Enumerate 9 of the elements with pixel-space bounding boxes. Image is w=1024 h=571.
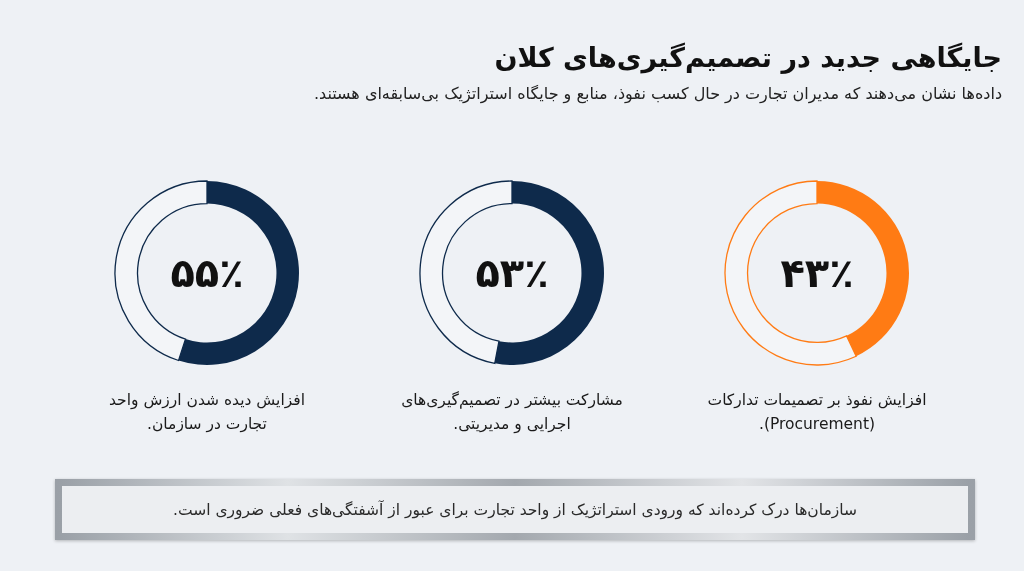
- data-label: ۵۳٪: [475, 250, 549, 296]
- data-label: ۴۳٪: [780, 250, 854, 296]
- text: افزایش نفوذ بر تصمیمات تدارکات (Procurement).: [706, 390, 928, 435]
- text: جایگاهی جدید در تصمیم‌گیری‌های کلان: [493, 41, 1002, 76]
- text: افزایش دیده شدن ارزش واحد تجارت در سازمان.: [107, 390, 306, 435]
- text: مشارکت بیشتر در تصمیم‌گیری‌های اجرایی و مدیریتی.: [400, 390, 624, 436]
- text: داده‌ها نشان می‌دهند که مدیران تجارت در حال کسب نفوذ، منابع و جایگاه استراتژیک بی‌سابقه‌ای هستند.: [312, 83, 1002, 106]
- data-label: ۵۵٪: [170, 250, 244, 296]
- text: سازمان‌ها درک کرده‌اند که ورودی استراتژیک از واحد تجارت برای عبور از آشفتگی‌های فعلی ضروری است.: [55, 479, 975, 540]
